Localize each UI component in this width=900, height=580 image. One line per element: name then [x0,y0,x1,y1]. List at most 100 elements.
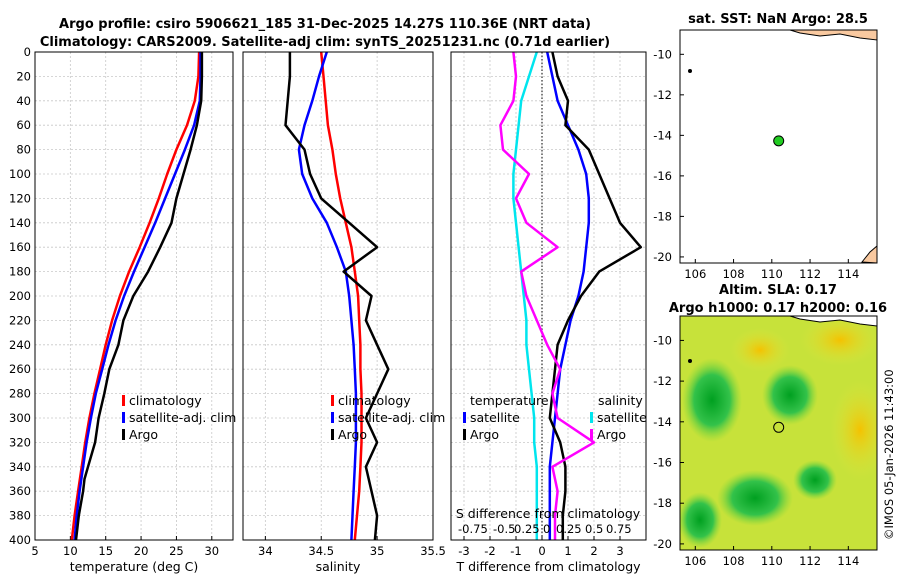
x-tick-label: 2 [590,544,597,558]
y-tick-label: 320 [9,435,31,449]
y-tick-label: 280 [9,387,31,401]
map-x-tick-label: 108 [723,554,745,568]
x-tick-label: 0 [538,544,545,558]
series-line-argo [284,52,390,541]
y-tick-label: 240 [9,338,31,352]
series-line-t-argo [548,51,643,540]
legend-label-argo: Argo [129,427,158,442]
sla-low-anomaly [793,460,837,500]
secondary-tick: 0.75 [606,522,632,536]
legend-swatch-t-satellite [463,412,466,423]
y-tick-label: 60 [16,118,31,132]
legend-swatch-climatology [122,395,125,406]
figure-title-line1: Argo profile: csiro 5906621_185 31-Dec-2… [59,17,591,32]
map-y-tick-label: -16 [653,169,672,183]
y-tick-label: 120 [9,191,31,205]
argo-location-marker [773,135,785,147]
sla-high-anomaly [830,380,877,480]
x-tick-label: 35 [370,544,385,558]
legend-swatch-climatology [331,395,334,406]
map-y-tick-label: -10 [653,333,672,347]
map-x-tick-label: 110 [761,267,783,281]
legend-header-salinity: salinity [598,393,643,408]
legend-header-temperature: temperature [470,393,549,408]
y-tick-label: 220 [9,313,31,327]
legend-swatch-s-satellite [590,412,593,423]
sla-map-title: Altim. SLA: 0.17 [719,283,837,298]
sla-high-anomaly [730,328,790,372]
secondary-tick: -0.5 [493,522,515,536]
map-y-tick-label: -12 [653,374,672,388]
salinity-panel: 34 34.5 35 35.5 salinity [242,51,446,574]
map-y-tick-label: -10 [653,47,672,61]
series-line-s-argo [499,51,596,540]
legend-swatch-s-argo [590,429,593,440]
map-x-tick-label: 110 [761,554,783,568]
plot-frame [242,51,434,541]
map-y-tick-label: -16 [653,456,672,470]
sla-map-subtitle: Argo h1000: 0.17 h2000: 0.16 [669,301,887,316]
sst-map-title: sat. SST: NaN Argo: 28.5 [688,12,868,27]
legend-label-t-argo: Argo [470,427,499,442]
argo-location-marker [773,421,785,433]
x-axis-label: T difference from climatology [455,559,641,574]
series-line-satellite-adj-clim [297,51,358,541]
y-tick-label: 340 [9,460,31,474]
secondary-axis-label: S difference from climatology [456,506,641,521]
x-tick-label: 5 [31,544,38,558]
y-tick-label: 360 [9,484,31,498]
legend-label-climatology: climatology [338,393,411,408]
x-tick-label: 1 [564,544,571,558]
y-tick-label: 200 [9,289,31,303]
x-tick-label: -1 [510,544,521,558]
sst-map: 106 108 110 112 114 -10 -12 -14 -16 -18 -20 [653,29,878,281]
secondary-tick: 0 [543,522,550,536]
difference-secondary-axis: S difference from climatology -0.75 -0.5… [456,506,641,536]
legend-label-climatology: climatology [129,393,202,408]
sla-map: 106 108 110 112 114 -10 -12 -14 -16 -18 -20 [653,315,878,568]
legend-label-s-satellite: satellite [597,410,647,425]
y-tick-label: 260 [9,362,31,376]
map-y-tick-label: -14 [653,415,672,429]
sla-map-frame [679,315,878,551]
plot-area [243,52,433,540]
map-x-tick-label: 106 [684,267,706,281]
y-tick-label: 160 [9,240,31,254]
secondary-tick: 0.25 [514,522,540,536]
temperature-legend: climatology satellite-adj. clim Argo [122,393,236,442]
legend-label-satellite: satellite-adj. clim [338,410,445,425]
sla-low-anomaly [682,358,742,442]
y-tick-label: 100 [9,167,31,181]
map-x-tick-label: 106 [684,554,706,568]
difference-panel: -3 -2 -1 0 1 2 3T difference from climatology [450,51,647,574]
x-tick-label: -2 [484,544,495,558]
series-line-satellite-adj-clim [73,52,202,541]
x-tick-label: 3 [616,544,623,558]
legend-swatch-satellite [122,412,125,423]
map-x-tick-label: 114 [837,267,859,281]
sla-low-anomaly [680,492,722,548]
plot-frame [34,51,234,541]
map-y-tick-label: -18 [653,496,672,510]
legend-label-satellite: satellite-adj. clim [129,410,236,425]
x-tick-label: 35.5 [420,544,446,558]
x-tick-label: 30 [204,544,219,558]
credit-text: ©IMOS 05-Jan-2026 11:43:00 [882,369,896,540]
map-y-tick-label: -18 [653,209,672,223]
sla-low-anomaly [717,470,793,526]
coastline-land [789,316,877,327]
map-y-tick-label: -12 [653,88,672,102]
legend-label-s-argo: Argo [597,427,626,442]
salinity-legend: climatology satellite-adj. clim Argo [331,393,445,442]
x-tick-label: 25 [169,544,184,558]
plot-frame [450,51,647,541]
series-line-s-satellite [512,51,539,540]
map-x-tick-label: 112 [799,554,821,568]
y-tick-label: 0 [24,45,31,59]
series-line-climatology [70,51,201,541]
legend-swatch-t-argo [463,429,466,440]
legend-label-argo: Argo [338,427,367,442]
legend-label-t-satellite: satellite [470,410,520,425]
sla-high-anomaly [800,316,877,366]
island-marker [688,69,692,73]
